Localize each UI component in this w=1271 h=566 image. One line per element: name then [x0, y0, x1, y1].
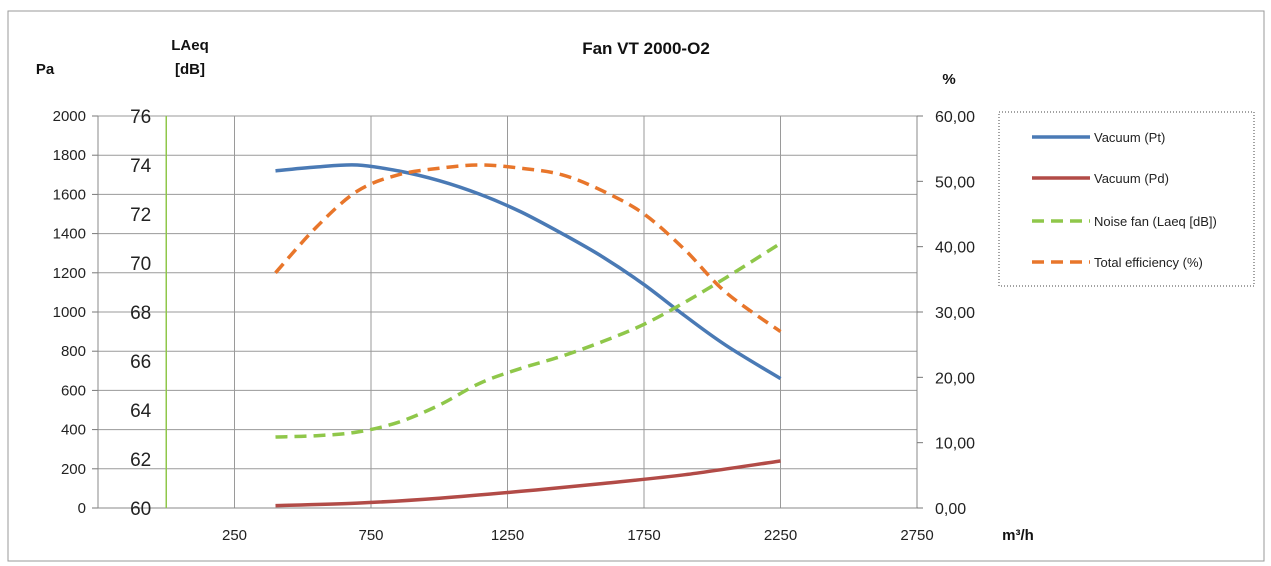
x-tick-label: 2250 — [764, 527, 797, 544]
laeq-tick-label: 66 — [130, 352, 151, 373]
x-tick-label: 1750 — [627, 527, 660, 544]
pressure-tick-label: 1000 — [53, 304, 86, 321]
series-line-total-efficiency — [274, 163, 782, 334]
pressure-axis-title: Pa — [36, 61, 55, 78]
pressure-tick-label: 1600 — [53, 186, 86, 203]
x-tick-label: 2750 — [900, 527, 933, 544]
axis-layer: 0 200 400 600 800 1000 1200 1400 1600 1800 2000 60 6… — [53, 107, 976, 544]
pressure-tick-label: 200 — [61, 461, 86, 478]
laeq-tick-label: 72 — [130, 205, 151, 226]
x-tick-label: 1250 — [491, 527, 524, 544]
legend-frame — [998, 111, 1255, 287]
pressure-tick-label: 2000 — [53, 108, 86, 125]
laeq-tick-label: 64 — [130, 401, 152, 422]
pressure-tick-label: 0 — [78, 500, 86, 517]
laeq-axis-title-line1: LAeq — [171, 37, 209, 54]
series-layer — [274, 163, 782, 508]
series-line-noise-fan-laeq-db — [275, 241, 782, 439]
series-line-vacuum-pt — [275, 163, 782, 381]
efficiency-tick-label: 50,00 — [935, 174, 975, 191]
laeq-tick-label: 70 — [130, 254, 151, 275]
laeq-axis-title-line2: [dB] — [175, 61, 205, 78]
pressure-tick-label: 600 — [61, 382, 86, 399]
laeq-tick-label: 68 — [130, 303, 151, 324]
efficiency-tick-label: 60,00 — [935, 109, 975, 126]
laeq-tick-label: 62 — [130, 450, 151, 471]
efficiency-tick-label: 10,00 — [935, 436, 975, 453]
legend-label-noise: Noise fan (Laeq [dB]) — [1094, 214, 1217, 229]
legend-label-vacuum-pd: Vacuum (Pd) — [1094, 171, 1169, 186]
pressure-tick-label: 800 — [61, 343, 86, 360]
efficiency-tick-label: 30,00 — [935, 305, 975, 322]
pressure-tick-label: 1200 — [53, 265, 86, 282]
chart-title: Fan VT 2000-O2 — [582, 39, 710, 58]
series-line-vacuum-pd — [275, 459, 781, 508]
efficiency-tick-label: 20,00 — [935, 370, 975, 387]
pressure-tick-label: 400 — [61, 422, 86, 439]
pressure-tick-label: 1800 — [53, 147, 86, 164]
x-tick-label: 250 — [222, 527, 247, 544]
laeq-tick-label: 76 — [130, 107, 151, 128]
laeq-tick-label: 60 — [130, 499, 151, 520]
legend-label-efficiency: Total efficiency (%) — [1094, 255, 1203, 270]
efficiency-tick-label: 0,00 — [935, 501, 966, 518]
laeq-tick-label: 74 — [130, 156, 152, 177]
legend: Vacuum (Pt) Vacuum (Pd) Noise fan (Laeq … — [998, 111, 1255, 287]
x-tick-label: 750 — [358, 527, 383, 544]
efficiency-tick-label: 40,00 — [935, 240, 975, 257]
x-axis-title: m³/h — [1002, 527, 1034, 544]
efficiency-axis-title: % — [942, 71, 955, 88]
legend-label-vacuum-pt: Vacuum (Pt) — [1094, 130, 1165, 145]
pressure-tick-label: 1400 — [53, 226, 86, 243]
